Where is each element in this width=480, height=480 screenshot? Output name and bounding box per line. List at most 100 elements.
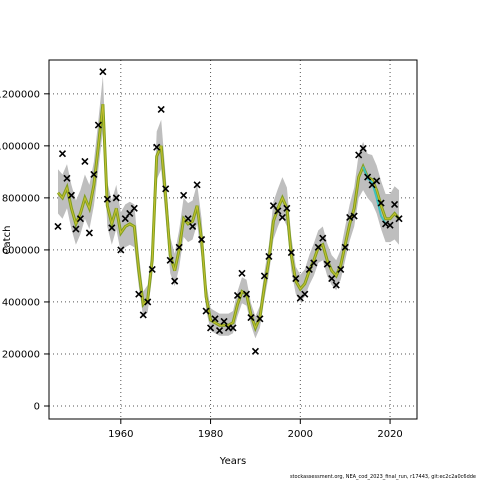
observed-point <box>54 222 62 231</box>
observed-point-stroke <box>99 68 107 76</box>
observed-point <box>103 195 111 203</box>
y-tick-label: 200000 <box>2 349 40 360</box>
observed-point-stroke <box>103 195 111 203</box>
observed-point-stroke <box>139 311 147 319</box>
y-tick-label: 1000000 <box>0 141 40 152</box>
observed-point-stroke <box>251 347 260 355</box>
observed-point <box>85 229 93 237</box>
observed-point <box>233 291 242 299</box>
observed-point <box>323 260 331 268</box>
observed-point <box>377 199 385 207</box>
observed-point <box>256 315 264 323</box>
observed-point-stroke <box>193 181 201 189</box>
observed-point <box>153 143 161 151</box>
observed-point-stroke <box>94 121 102 129</box>
observed-point-stroke <box>229 324 237 332</box>
observed-point-stroke <box>256 315 264 323</box>
observed-point-stroke <box>112 194 120 202</box>
observed-point-stroke <box>135 290 143 298</box>
observed-point <box>265 252 273 260</box>
observed-point <box>328 274 336 283</box>
observed-point-stroke <box>265 252 273 260</box>
observed-point <box>76 215 84 223</box>
observed-point-stroke <box>144 298 152 306</box>
observed-point-stroke <box>310 259 318 267</box>
observed-point-stroke <box>305 265 313 273</box>
observed-point-stroke <box>166 256 174 264</box>
observed-point <box>319 234 327 242</box>
observed-point <box>112 194 120 202</box>
credit-text: stockassessment.org, NEA_cod_2023_final_… <box>290 474 476 480</box>
observed-point-stroke <box>220 317 228 326</box>
x-tick-label: 1960 <box>108 429 133 440</box>
observed-point <box>58 150 67 158</box>
observed-point-stroke <box>184 215 192 223</box>
observed-point <box>108 224 116 232</box>
x-tick-label: 2000 <box>288 429 313 440</box>
observed-point <box>238 269 246 277</box>
observed-point-stroke <box>395 215 403 223</box>
y-tick-label: 800000 <box>2 193 40 204</box>
observed-point-stroke <box>90 170 98 179</box>
observed-point <box>175 243 183 251</box>
observed-point-stroke <box>171 277 179 285</box>
observed-point-stroke <box>189 222 197 231</box>
observed-point-stroke <box>63 174 71 182</box>
observed-point <box>386 221 394 229</box>
observed-point-stroke <box>323 260 331 268</box>
observed-point <box>180 191 188 199</box>
observed-point <box>292 274 300 283</box>
y-tick-label: 600000 <box>2 245 40 256</box>
observed-point-stroke <box>81 157 89 166</box>
observed-point-stroke <box>287 248 295 257</box>
observed-point-stroke <box>130 204 138 212</box>
observed-point <box>144 298 152 306</box>
observed-point-stroke <box>162 185 170 193</box>
observed-point <box>166 256 174 264</box>
observed-point <box>242 290 251 298</box>
observed-point <box>337 265 345 273</box>
observed-point-stroke <box>278 213 286 221</box>
x-tick-label: 2020 <box>377 429 402 440</box>
observed-point <box>94 121 102 129</box>
observed-point <box>211 315 219 323</box>
y-tick-label: 400000 <box>2 297 40 308</box>
x-axis: 1960 1980 2000 2020 <box>108 419 403 440</box>
observed-point <box>314 243 322 251</box>
observed-point <box>355 151 363 159</box>
observed-point <box>184 215 192 223</box>
observed-point <box>247 313 255 322</box>
observed-point <box>287 248 295 257</box>
observed-point-stroke <box>67 191 76 199</box>
observed-point-stroke <box>211 315 219 323</box>
x-tick-label: 1980 <box>198 429 223 440</box>
confidence-band <box>58 75 399 339</box>
observed-point-stroke <box>301 290 309 298</box>
observed-point-stroke <box>180 191 188 199</box>
observed-point <box>390 200 399 208</box>
observed-point <box>148 265 156 273</box>
observed-point <box>90 170 98 179</box>
observed-point-stroke <box>364 173 372 181</box>
plot-frame <box>48 59 418 420</box>
observed-point <box>260 272 268 280</box>
observed-point-stroke <box>269 202 277 210</box>
observed-point <box>63 174 71 182</box>
observed-point <box>251 347 260 355</box>
observed-point-stroke <box>319 234 327 242</box>
observed-point-stroke <box>386 221 394 229</box>
observed-point <box>229 324 237 332</box>
observed-point-stroke <box>72 225 80 233</box>
observed-point-stroke <box>359 144 367 153</box>
observed-point-stroke <box>390 200 399 208</box>
observed-point-stroke <box>341 243 349 251</box>
observed-point-stroke <box>198 235 206 244</box>
observed-point-stroke <box>215 326 224 335</box>
y-axis: 0 200000 400000 600000 800000 1000000 1200000 <box>0 89 49 412</box>
observed-point <box>67 191 76 199</box>
observed-point <box>332 281 340 289</box>
observed-points <box>54 68 403 355</box>
y-axis-title: Catch <box>2 226 13 255</box>
gridlines <box>49 60 417 419</box>
